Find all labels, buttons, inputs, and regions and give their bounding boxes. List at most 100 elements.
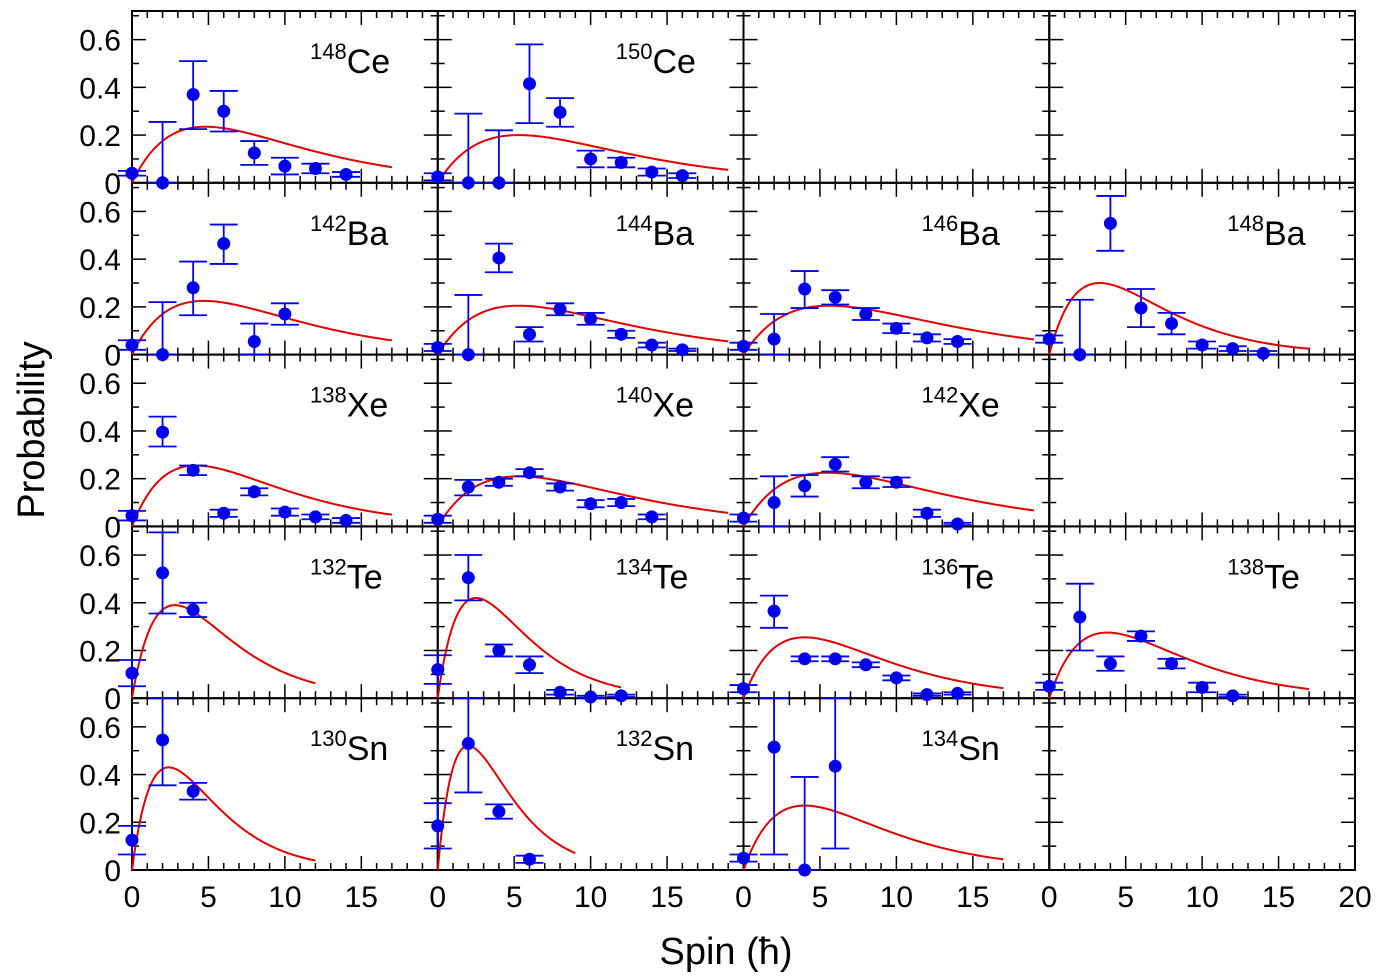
x-tick-label: 10 bbox=[1185, 881, 1218, 914]
data-point bbox=[637, 165, 666, 179]
panel-frame-r4-c0 bbox=[131, 697, 439, 872]
data-marker bbox=[614, 496, 628, 510]
data-marker bbox=[186, 784, 200, 798]
data-point bbox=[423, 512, 452, 526]
data-marker bbox=[461, 480, 475, 494]
data-marker bbox=[828, 652, 842, 666]
y-tick-label: 0.4 bbox=[79, 588, 121, 621]
data-point bbox=[821, 289, 850, 306]
data-point bbox=[760, 594, 789, 629]
x-tick-label: 20 bbox=[1338, 881, 1371, 914]
data-point bbox=[454, 478, 483, 497]
mass-number: 144 bbox=[616, 211, 653, 236]
data-point bbox=[729, 682, 758, 696]
data-point bbox=[851, 307, 880, 321]
data-marker bbox=[859, 475, 873, 489]
data-point bbox=[1157, 657, 1186, 671]
nucleus-label: 134Sn bbox=[922, 726, 1000, 768]
data-marker bbox=[156, 566, 170, 580]
data-point bbox=[484, 129, 513, 190]
data-point bbox=[118, 509, 146, 523]
data-point bbox=[790, 652, 819, 666]
data-marker bbox=[859, 307, 873, 321]
data-point bbox=[882, 475, 911, 489]
fit-curve bbox=[742, 804, 1004, 871]
data-point bbox=[882, 671, 911, 685]
data-point bbox=[270, 302, 299, 326]
x-tick-label: 15 bbox=[956, 881, 989, 914]
data-point bbox=[148, 301, 177, 362]
data-marker bbox=[798, 652, 812, 666]
data-point bbox=[1157, 311, 1186, 336]
data-marker bbox=[125, 833, 139, 847]
x-tick-label: 10 bbox=[268, 881, 301, 914]
data-point bbox=[148, 121, 177, 190]
y-tick-label: 0.6 bbox=[79, 196, 121, 229]
data-marker bbox=[217, 104, 231, 118]
data-marker bbox=[186, 463, 200, 477]
data-marker bbox=[125, 338, 139, 352]
data-point bbox=[1249, 346, 1278, 360]
mass-number: 150 bbox=[616, 39, 653, 64]
panel-frame-r4-c3 bbox=[1048, 697, 1356, 872]
panel-border bbox=[436, 697, 745, 872]
x-tick-label: 0 bbox=[429, 881, 446, 914]
data-marker bbox=[1042, 332, 1056, 346]
nucleus-label: 138Te bbox=[1227, 554, 1300, 596]
data-point bbox=[1218, 342, 1247, 356]
mass-number: 138 bbox=[310, 383, 347, 408]
panel-frame-r3-c1 bbox=[436, 525, 745, 700]
data-point bbox=[607, 156, 636, 170]
x-axis-label: Spin (ħ) bbox=[659, 931, 792, 973]
data-point bbox=[790, 776, 819, 877]
nucleus-label: 148Ba bbox=[1227, 211, 1305, 253]
data-marker bbox=[247, 485, 261, 499]
data-point bbox=[301, 161, 330, 175]
panel-border bbox=[742, 10, 1051, 184]
data-point bbox=[851, 658, 880, 672]
data-marker bbox=[1042, 679, 1056, 693]
data-marker bbox=[951, 517, 965, 531]
data-marker bbox=[431, 340, 445, 354]
data-point bbox=[729, 339, 758, 353]
data-marker bbox=[308, 510, 322, 524]
fit-curve bbox=[742, 471, 1035, 527]
data-marker bbox=[828, 290, 842, 304]
y-tick-label: 0 bbox=[104, 855, 121, 888]
panel-border bbox=[436, 181, 745, 356]
element-symbol: Ce bbox=[347, 43, 390, 81]
panel-border bbox=[131, 353, 439, 528]
data-point bbox=[790, 474, 819, 498]
data-marker bbox=[461, 571, 475, 585]
data-point bbox=[209, 90, 238, 133]
data-point bbox=[454, 697, 483, 794]
data-point bbox=[179, 60, 208, 131]
data-point bbox=[423, 802, 452, 850]
data-marker bbox=[675, 343, 689, 357]
fit-curve bbox=[131, 604, 316, 699]
data-marker bbox=[308, 161, 322, 175]
panel-border bbox=[131, 697, 439, 872]
mass-number: 136 bbox=[922, 554, 959, 579]
data-marker bbox=[584, 690, 598, 704]
panel-144Ba: 144Ba bbox=[423, 211, 729, 362]
data-point bbox=[484, 803, 513, 820]
data-marker bbox=[125, 666, 139, 680]
data-point bbox=[790, 270, 819, 309]
data-marker bbox=[1103, 657, 1117, 671]
data-point bbox=[576, 311, 605, 326]
data-point bbox=[546, 97, 575, 128]
data-marker bbox=[156, 425, 170, 439]
data-marker bbox=[125, 166, 139, 180]
element-symbol: Sn bbox=[652, 730, 694, 768]
mass-number: 132 bbox=[616, 726, 653, 751]
data-marker bbox=[431, 663, 445, 677]
element-symbol: Ba bbox=[1264, 215, 1306, 253]
panel-frame-r1-c1 bbox=[436, 181, 745, 356]
panel-frame-r0-c3 bbox=[1048, 10, 1356, 184]
data-marker bbox=[889, 671, 903, 685]
data-point bbox=[760, 475, 789, 528]
data-point bbox=[454, 554, 483, 602]
mass-number: 130 bbox=[310, 726, 347, 751]
panel-148Ba: 148Ba bbox=[1035, 195, 1310, 362]
